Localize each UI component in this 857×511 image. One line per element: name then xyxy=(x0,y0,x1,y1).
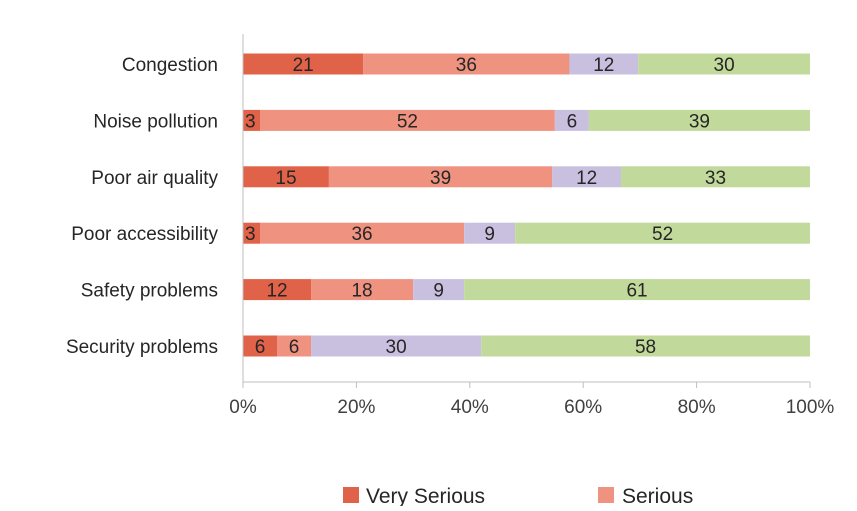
x-tick-label: 80% xyxy=(678,397,716,418)
x-tick-label: 0% xyxy=(229,397,257,418)
data-label: 52 xyxy=(652,224,673,245)
legend-swatch xyxy=(343,487,359,503)
bar-segment xyxy=(464,279,810,301)
bar-segment xyxy=(243,279,312,301)
bar-segment xyxy=(243,335,278,357)
bar-segment xyxy=(311,335,482,357)
data-label: 6 xyxy=(567,111,578,132)
category-label: Safety problems xyxy=(81,281,218,302)
data-label: 36 xyxy=(456,55,477,76)
data-label: 15 xyxy=(275,168,296,189)
bar-segment xyxy=(554,109,589,131)
x-tick-label: 40% xyxy=(451,397,489,418)
data-label: 39 xyxy=(430,168,451,189)
bar-segment xyxy=(260,109,555,131)
data-label: 12 xyxy=(576,168,597,189)
data-label: 6 xyxy=(289,337,300,358)
bar-segment xyxy=(243,53,364,75)
bar-segment xyxy=(588,109,810,131)
x-tick-label: 20% xyxy=(337,397,375,418)
data-label: 21 xyxy=(293,55,314,76)
x-axis: 0% 20% 40% 60% 80% 100% xyxy=(229,34,834,418)
bar-segment xyxy=(552,166,621,188)
bars-group xyxy=(243,53,810,357)
bar-segment xyxy=(243,109,261,131)
data-label: 61 xyxy=(626,281,647,302)
bar-segment xyxy=(481,335,810,357)
bar-segment xyxy=(260,222,465,244)
bar-segment xyxy=(363,53,570,75)
category-label: Noise pollution xyxy=(93,111,218,132)
data-label: 30 xyxy=(714,55,735,76)
data-label: 6 xyxy=(255,337,266,358)
data-label: 3 xyxy=(245,111,256,132)
bar-segment xyxy=(243,166,329,188)
bar-segment xyxy=(464,222,516,244)
bar-segment xyxy=(515,222,810,244)
data-label: 39 xyxy=(689,111,710,132)
data-label: 30 xyxy=(386,337,407,358)
data-label: 12 xyxy=(266,281,287,302)
data-label: 9 xyxy=(484,224,495,245)
data-label: 3 xyxy=(245,224,256,245)
data-label: 33 xyxy=(705,168,726,189)
data-label: 9 xyxy=(433,281,444,302)
data-label: 18 xyxy=(351,281,372,302)
category-label: Poor air quality xyxy=(91,168,218,189)
bar-segment xyxy=(328,166,553,188)
category-labels-group: Congestion Noise pollution Poor air qualit… xyxy=(66,55,219,358)
data-label: 58 xyxy=(635,337,656,358)
bar-segment xyxy=(413,279,465,301)
legend: Very Serious Serious xyxy=(343,485,693,508)
bar-segment xyxy=(277,335,312,357)
bar-segment xyxy=(621,166,810,188)
bar-segment xyxy=(569,53,639,75)
category-label: Poor accessibility xyxy=(71,224,218,245)
legend-swatch xyxy=(598,487,614,503)
legend-label: Very Serious xyxy=(366,485,485,506)
data-label: 12 xyxy=(593,55,614,76)
x-tick-label: 60% xyxy=(564,397,602,418)
bar-segment xyxy=(638,53,810,75)
bar-segment xyxy=(311,279,414,301)
data-label: 36 xyxy=(351,224,372,245)
bar-segment xyxy=(243,222,261,244)
category-label: Congestion xyxy=(122,55,218,76)
data-label: 52 xyxy=(397,111,418,132)
legend-label: Serious xyxy=(622,485,693,506)
category-label: Security problems xyxy=(66,337,218,358)
x-tick-label: 100% xyxy=(786,397,835,418)
